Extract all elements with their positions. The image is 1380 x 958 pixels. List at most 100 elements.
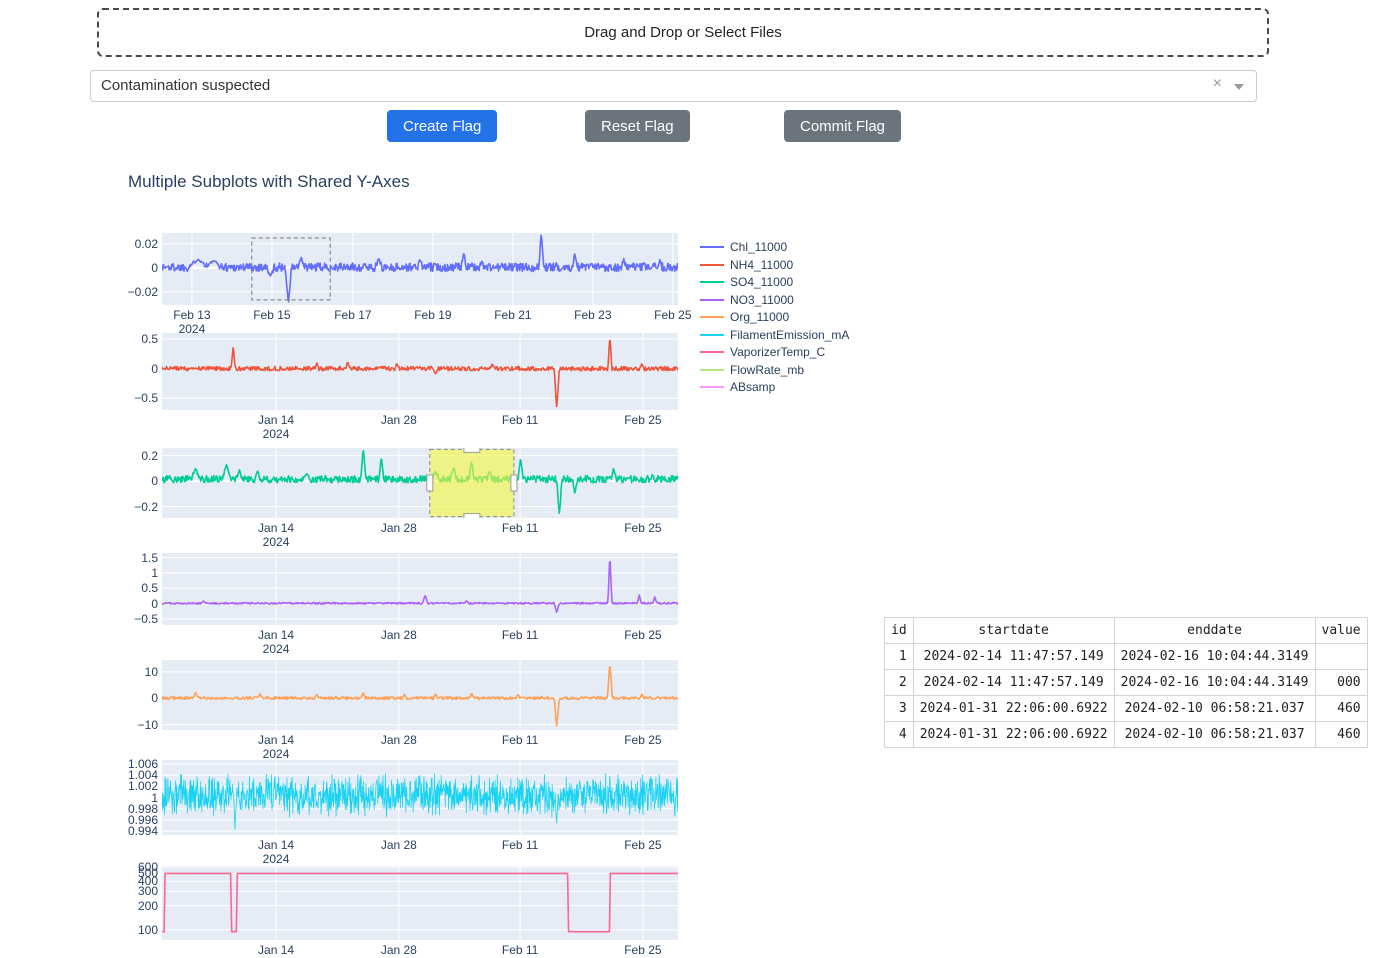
legend-item-VaporizerTemp_C[interactable]: VaporizerTemp_C: [700, 344, 849, 360]
subplot-NH4_11000: 0.50−0.5Jan 142024Jan 28Feb 11Feb 25: [104, 333, 744, 444]
legend-line-swatch: [700, 264, 724, 266]
x-tick-label: Feb 11: [480, 943, 560, 957]
x-tick-label: Feb 25: [603, 943, 683, 957]
table-cell[interactable]: 1: [885, 644, 914, 670]
table-cell[interactable]: 2024-02-10 06:58:21.037: [1114, 722, 1315, 748]
legend-label: FilamentEmission_mA: [730, 328, 849, 342]
table-cell[interactable]: 2: [885, 670, 914, 696]
x-tick-label: Feb 25: [603, 838, 683, 852]
legend-item-FlowRate_mb[interactable]: FlowRate_mb: [700, 362, 849, 378]
legend-item-ABsamp[interactable]: ABsamp: [700, 379, 849, 395]
legend-item-SO4_11000[interactable]: SO4_11000: [700, 274, 849, 290]
legend-item-Org_11000[interactable]: Org_11000: [700, 309, 849, 325]
table-cell[interactable]: 2024-02-14 11:47:57.149: [913, 644, 1114, 670]
table-cell[interactable]: 2024-01-31 22:06:00.6922: [913, 722, 1114, 748]
legend-line-swatch: [700, 334, 724, 336]
table-cell[interactable]: 2024-02-10 06:58:21.037: [1114, 696, 1315, 722]
y-tick-label: 0.02: [104, 237, 158, 251]
chart-legend: Chl_11000 NH4_11000 SO4_11000 NO3_11000 Org_…: [700, 239, 849, 397]
y-tick-label: 1: [104, 566, 158, 580]
legend-line-swatch: [700, 281, 724, 283]
legend-item-NH4_11000[interactable]: NH4_11000: [700, 257, 849, 273]
table-cell[interactable]: 2024-02-16 10:04:44.3149: [1114, 670, 1315, 696]
plot-area-Chl_11000[interactable]: [162, 233, 678, 305]
subplots-container: 0.020−0.02Feb 132024Feb 15Feb 17Feb 19Fe…: [0, 0, 1380, 958]
table-cell[interactable]: 2024-02-16 10:04:44.3149: [1114, 644, 1315, 670]
plot-background: [162, 553, 678, 625]
table-row: 22024-02-14 11:47:57.1492024-02-16 10:04…: [885, 670, 1368, 696]
table-cell[interactable]: 460: [1315, 722, 1367, 748]
y-tick-label: −0.2: [104, 500, 158, 514]
x-tick-label: Feb 25: [603, 521, 683, 535]
legend-line-swatch: [700, 369, 724, 371]
x-tick-year-label: 2024: [236, 535, 316, 549]
legend-label: NH4_11000: [730, 258, 793, 272]
legend-label: NO3_11000: [730, 293, 794, 307]
x-tick-label: Feb 15: [232, 308, 312, 322]
x-tick-label: Jan 28: [359, 413, 439, 427]
table-row: 12024-02-14 11:47:57.1492024-02-16 10:04…: [885, 644, 1368, 670]
x-tick-label: Feb 11: [480, 838, 560, 852]
subplot-Org_11000: 100−10Jan 142024Jan 28Feb 11Feb 25: [104, 660, 744, 764]
x-tick-year-label: 2024: [236, 427, 316, 441]
subplot-Chl_11000: 0.020−0.02Feb 132024Feb 15Feb 17Feb 19Fe…: [104, 233, 744, 339]
selection-handle-left[interactable]: [427, 475, 433, 491]
x-tick-label: Feb 11: [480, 413, 560, 427]
legend-line-swatch: [700, 386, 724, 388]
subplot-NO3_11000: 1.510.50−0.5Jan 142024Jan 28Feb 11Feb 25: [104, 553, 744, 659]
subplot-FilamentEmission_mA: 1.0061.0041.00210.9980.9960.994Jan 14202…: [104, 760, 744, 869]
x-tick-label: Feb 11: [480, 628, 560, 642]
y-tick-label: 0.5: [104, 332, 158, 346]
table-cell[interactable]: 2024-01-31 22:06:00.6922: [913, 696, 1114, 722]
flag-selection-region[interactable]: [430, 449, 514, 516]
subplot-SO4_11000: 0.20−0.2Jan 142024Jan 28Feb 11Feb 25: [104, 448, 744, 552]
table-header-enddate: enddate: [1114, 618, 1315, 644]
legend-item-NO3_11000[interactable]: NO3_11000: [700, 292, 849, 308]
legend-line-swatch: [700, 351, 724, 353]
table-cell[interactable]: 460: [1315, 696, 1367, 722]
plot-area-VaporizerTemp_C[interactable]: [162, 866, 678, 940]
y-tick-label: 0: [104, 362, 158, 376]
x-tick-label: Feb 25: [603, 413, 683, 427]
subplot-VaporizerTemp_C: 600500400300200100Jan 142024Jan 28Feb 11…: [104, 866, 744, 958]
table-cell[interactable]: 4: [885, 722, 914, 748]
x-tick-label: Jan 28: [359, 838, 439, 852]
y-tick-label: 1.5: [104, 551, 158, 565]
plot-area-NO3_11000[interactable]: [162, 553, 678, 625]
y-tick-label: 300: [104, 884, 158, 898]
y-tick-label: 0: [104, 691, 158, 705]
selection-handle-right[interactable]: [511, 475, 517, 491]
table-cell[interactable]: 3: [885, 696, 914, 722]
legend-label: VaporizerTemp_C: [730, 345, 825, 359]
y-tick-label: 0: [104, 597, 158, 611]
plot-area-SO4_11000[interactable]: [162, 448, 678, 518]
x-tick-label: Jan 14: [236, 413, 316, 427]
x-tick-label: Jan 28: [359, 943, 439, 957]
x-tick-year-label: 2024: [236, 642, 316, 656]
selection-handle-bottom[interactable]: [464, 514, 480, 518]
table-cell[interactable]: 2024-02-14 11:47:57.149: [913, 670, 1114, 696]
y-tick-label: 200: [104, 899, 158, 913]
legend-item-FilamentEmission_mA[interactable]: FilamentEmission_mA: [700, 327, 849, 343]
legend-line-swatch: [700, 299, 724, 301]
table-cell[interactable]: 000: [1315, 670, 1367, 696]
x-tick-label: Jan 28: [359, 521, 439, 535]
legend-item-Chl_11000[interactable]: Chl_11000: [700, 239, 849, 255]
x-tick-label: Jan 14: [236, 838, 316, 852]
plot-area-Org_11000[interactable]: [162, 660, 678, 730]
selection-handle-top[interactable]: [464, 448, 480, 452]
y-tick-label: 0: [104, 474, 158, 488]
legend-line-swatch: [700, 246, 724, 248]
table-cell[interactable]: [1315, 644, 1367, 670]
plot-background: [162, 866, 678, 940]
x-tick-label: Feb 13: [152, 308, 232, 322]
x-tick-label: Feb 11: [480, 521, 560, 535]
legend-label: SO4_11000: [730, 275, 793, 289]
y-tick-label: −0.5: [104, 612, 158, 626]
x-tick-label: Feb 17: [313, 308, 393, 322]
plot-area-NH4_11000[interactable]: [162, 333, 678, 410]
plot-area-FilamentEmission_mA[interactable]: [162, 760, 678, 835]
flag-table: idstartdateenddatevalue12024-02-14 11:47…: [884, 617, 1368, 748]
x-tick-year-label: 2024: [236, 852, 316, 866]
y-tick-label: 10: [104, 665, 158, 679]
